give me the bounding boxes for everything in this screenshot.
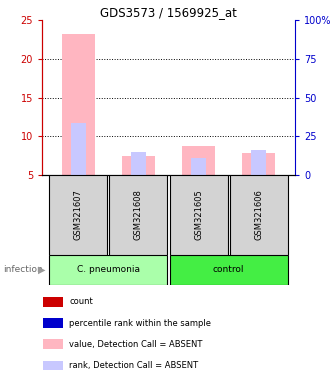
Bar: [49, 175, 107, 255]
Bar: [131, 152, 146, 175]
Text: GSM321605: GSM321605: [194, 190, 203, 240]
Text: count: count: [69, 298, 93, 306]
Title: GDS3573 / 1569925_at: GDS3573 / 1569925_at: [100, 6, 237, 19]
Bar: [122, 156, 155, 175]
Text: infection: infection: [3, 265, 43, 275]
Bar: [230, 175, 288, 255]
Text: value, Detection Call = ABSENT: value, Detection Call = ABSENT: [69, 340, 203, 349]
Bar: [110, 175, 167, 255]
Bar: [71, 123, 86, 175]
Bar: [62, 34, 95, 175]
Text: control: control: [213, 265, 245, 275]
Text: ▶: ▶: [38, 265, 45, 275]
Bar: [170, 255, 288, 285]
Bar: [191, 158, 206, 175]
Text: rank, Detection Call = ABSENT: rank, Detection Call = ABSENT: [69, 361, 198, 370]
Text: GSM321607: GSM321607: [74, 190, 82, 240]
Bar: [49, 255, 167, 285]
Text: C. pneumonia: C. pneumonia: [77, 265, 140, 275]
Bar: [242, 152, 276, 175]
Bar: [170, 175, 227, 255]
Bar: [251, 150, 266, 175]
Bar: [182, 146, 215, 175]
Text: GSM321606: GSM321606: [254, 190, 263, 240]
Text: percentile rank within the sample: percentile rank within the sample: [69, 319, 211, 328]
Text: GSM321608: GSM321608: [134, 190, 143, 240]
